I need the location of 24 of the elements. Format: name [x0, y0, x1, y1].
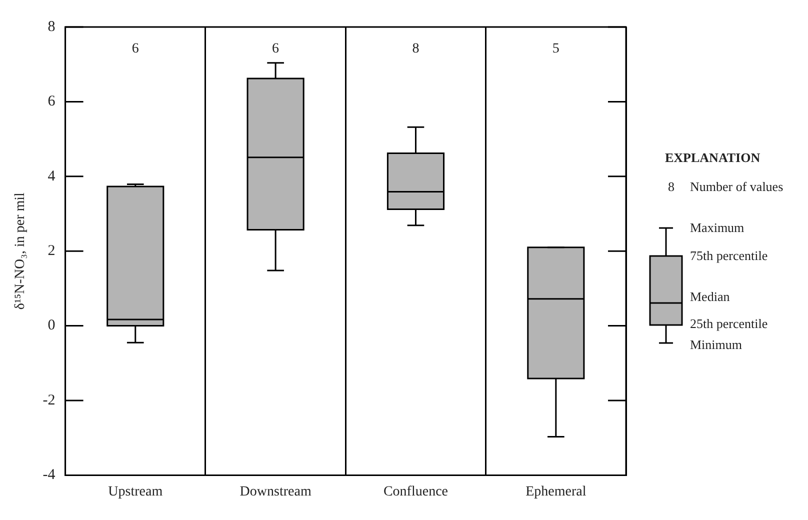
text: Maximum	[690, 219, 744, 237]
text: Number of values	[690, 178, 784, 196]
x-tick-label: Confluence	[383, 484, 448, 500]
text: Minimum	[690, 336, 742, 354]
annotation: 8	[412, 42, 420, 57]
y-tick-label: -4	[42, 467, 56, 484]
y-tick-label: -2	[42, 392, 56, 408]
y-axis-title: δ¹⁵N-NO₃, in per mil	[13, 192, 28, 310]
annotation: 5	[552, 42, 560, 57]
x-tick-label: Ephemeral	[526, 484, 586, 500]
x-tick-label: Upstream	[108, 484, 163, 500]
text: 25th percentile	[690, 315, 768, 333]
y-tick-label: 6	[48, 94, 56, 110]
y-tick-label: 0	[48, 318, 56, 334]
y-tick-label: 8	[48, 18, 56, 35]
text: EXPLANATION	[665, 149, 760, 167]
y-tick-label: 4	[48, 168, 56, 184]
text: Median	[690, 288, 730, 306]
y-tick-label: 2	[48, 243, 56, 260]
x-tick-label: Downstream	[240, 484, 312, 500]
text: 8	[668, 178, 674, 196]
text: 75th percentile	[690, 247, 768, 265]
annotation: 6	[132, 42, 139, 57]
annotation: 6	[272, 42, 280, 57]
